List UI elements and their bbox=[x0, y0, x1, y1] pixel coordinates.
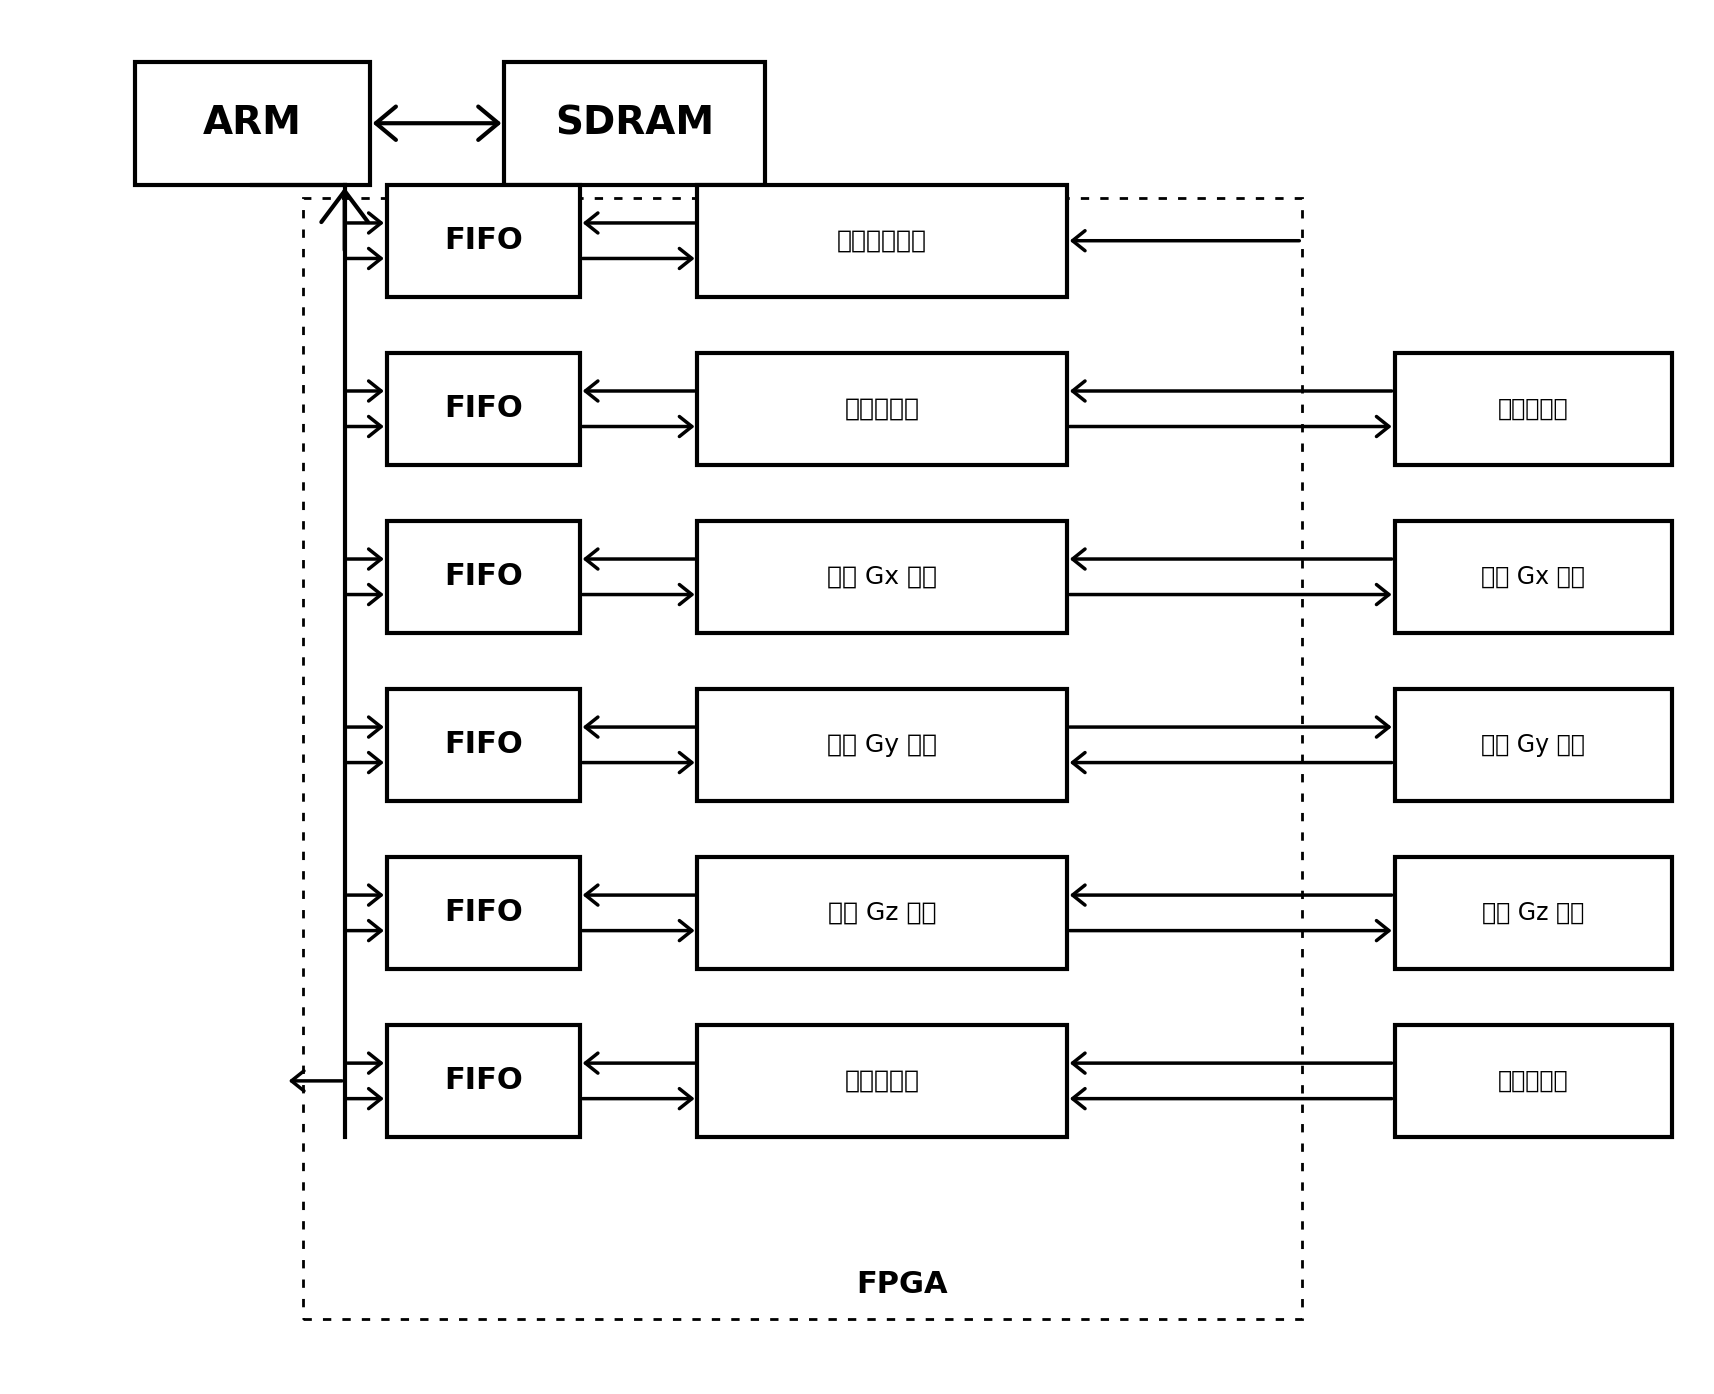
Text: 脉冲序列发生: 脉冲序列发生 bbox=[836, 229, 927, 252]
Bar bbox=[135, 61, 370, 184]
Text: 梯度 Gy 输出: 梯度 Gy 输出 bbox=[1481, 733, 1585, 757]
Text: FPGA: FPGA bbox=[857, 1270, 948, 1299]
Bar bbox=[698, 689, 1066, 800]
Text: FIFO: FIFO bbox=[444, 562, 523, 591]
Bar bbox=[387, 185, 579, 297]
Text: FIFO: FIFO bbox=[444, 395, 523, 424]
Bar bbox=[303, 198, 1303, 1319]
Bar bbox=[1395, 521, 1671, 633]
Bar bbox=[1395, 857, 1671, 969]
Bar bbox=[1395, 353, 1671, 464]
Text: 梯度 Gy 控制: 梯度 Gy 控制 bbox=[828, 733, 938, 757]
Text: SDRAM: SDRAM bbox=[555, 105, 715, 142]
Bar bbox=[698, 1025, 1066, 1138]
Bar bbox=[1395, 689, 1671, 800]
Bar bbox=[387, 1025, 579, 1138]
Text: FIFO: FIFO bbox=[444, 1066, 523, 1096]
Bar bbox=[1395, 1025, 1671, 1138]
Bar bbox=[387, 689, 579, 800]
Bar bbox=[698, 185, 1066, 297]
Text: FIFO: FIFO bbox=[444, 898, 523, 927]
Text: 梯度 Gz 控制: 梯度 Gz 控制 bbox=[828, 901, 936, 924]
Bar bbox=[698, 521, 1066, 633]
Bar bbox=[387, 521, 579, 633]
Text: 频率源输出: 频率源输出 bbox=[1498, 397, 1568, 421]
Text: 接收机控制: 接收机控制 bbox=[845, 1069, 920, 1093]
Bar bbox=[698, 857, 1066, 969]
Text: 梯度 Gx 控制: 梯度 Gx 控制 bbox=[828, 565, 938, 588]
Bar bbox=[504, 61, 764, 184]
Bar bbox=[387, 857, 579, 969]
Text: 梯度 Gz 输出: 梯度 Gz 输出 bbox=[1483, 901, 1584, 924]
Bar bbox=[698, 353, 1066, 464]
Text: 梯度 Gx 输出: 梯度 Gx 输出 bbox=[1481, 565, 1585, 588]
Text: ARM: ARM bbox=[202, 105, 302, 142]
Text: FIFO: FIFO bbox=[444, 730, 523, 760]
Bar bbox=[387, 353, 579, 464]
Text: 频率源控制: 频率源控制 bbox=[845, 397, 920, 421]
Text: FIFO: FIFO bbox=[444, 226, 523, 255]
Text: 接收机输入: 接收机输入 bbox=[1498, 1069, 1568, 1093]
